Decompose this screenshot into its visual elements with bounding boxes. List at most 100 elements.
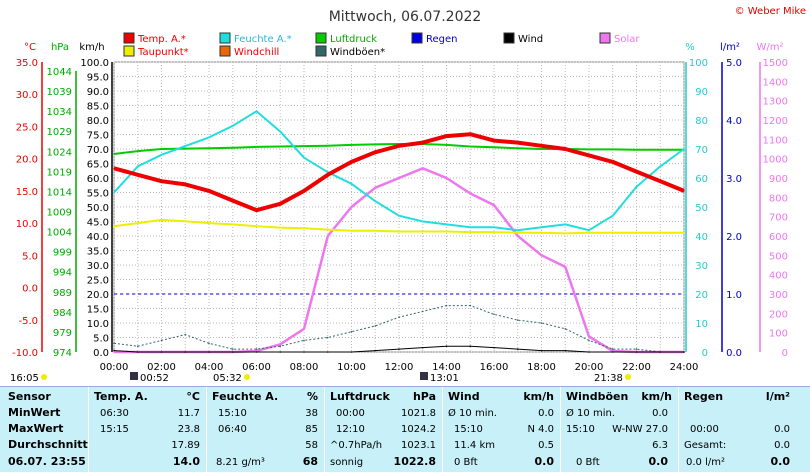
series-point: [398, 177, 400, 179]
series-point: [255, 110, 258, 113]
series-point: [255, 225, 258, 228]
series-point: [421, 346, 424, 349]
sunrise-label: 05:32: [213, 373, 242, 384]
pct-tick: 40: [695, 232, 708, 243]
press-min-time: 00:00: [336, 408, 365, 419]
solar-tick: 1300: [763, 97, 788, 108]
series-point: [659, 149, 662, 151]
series-point: [588, 339, 590, 342]
series-point: [113, 153, 115, 155]
series-point: [113, 225, 115, 228]
series-point: [421, 220, 424, 223]
hpa-tick: 989: [53, 288, 72, 299]
series-point: [350, 330, 353, 333]
series-point: [659, 231, 662, 234]
series-point: [326, 351, 329, 353]
series-point: [611, 148, 614, 151]
pct-tick: 30: [695, 261, 708, 272]
series-point: [493, 146, 495, 149]
moonrise-label: 00:52: [140, 373, 169, 384]
wind-unit: km/h: [523, 390, 554, 403]
temp-max-value: 23.8: [177, 424, 200, 435]
legend-label: Windchill: [234, 47, 279, 58]
series-point: [469, 133, 472, 135]
hum-current: 68: [302, 455, 318, 468]
series-point: [279, 202, 282, 205]
hpa-tick: 1019: [47, 167, 72, 178]
col-rain: Regen l/m² 00:00 0.0 Gesamt: 0.0 0.0 l/m…: [680, 387, 794, 472]
series-point: [469, 231, 472, 233]
kmh-tick: 40.0: [87, 232, 109, 243]
hpa-tick: 1039: [47, 87, 72, 98]
hum-min-value: 38: [305, 408, 318, 419]
row-label-avg: Durchschnitt: [8, 438, 88, 451]
kmh-tick: 30.0: [87, 261, 109, 272]
series-point: [540, 231, 543, 234]
hum-min-time: 15:10: [218, 408, 247, 419]
series-point: [469, 145, 472, 148]
hpa-tick: 984: [53, 308, 72, 319]
row-label-min: MinWert: [8, 406, 61, 419]
temp-max-time: 15:15: [100, 424, 129, 435]
kmh-tick: 85.0: [87, 102, 109, 113]
series-point: [540, 254, 543, 257]
rain-tick: 4.0: [726, 116, 742, 127]
series-point: [611, 348, 614, 350]
series-point: [350, 183, 353, 185]
legend-label: Wind: [518, 34, 543, 45]
hpa-tick: 999: [53, 248, 72, 259]
series-point: [564, 266, 567, 268]
temp-tick: 0.0: [22, 284, 38, 295]
series-point: [208, 351, 210, 353]
series-point: [421, 310, 424, 313]
time-tick: 00:00: [100, 362, 129, 373]
press-max-value: 1024.2: [401, 424, 436, 435]
series-point: [208, 136, 210, 139]
series-point: [208, 342, 210, 345]
series-point: [588, 229, 590, 231]
series-point: [279, 226, 282, 229]
wind-min-value: 0.0: [538, 408, 554, 419]
temp-min-time: 06:30: [100, 408, 129, 419]
series-point: [113, 167, 115, 170]
series-point: [113, 342, 115, 345]
rain-tick: 0.0: [726, 348, 742, 359]
time-tick: 18:00: [527, 362, 556, 373]
series-point: [635, 149, 638, 151]
series-point: [255, 348, 258, 350]
pct-tick: 0: [702, 348, 708, 359]
row-label-current: 06.07. 23:55: [8, 455, 86, 468]
series-point: [184, 183, 187, 186]
pct-tick: 90: [695, 87, 708, 98]
sunset-label: 21:38: [594, 373, 623, 384]
temp-tick: 35.0: [16, 58, 38, 69]
series-point: [611, 161, 614, 163]
temp-axis-unit: °C: [24, 42, 36, 53]
press-max-time: 12:10: [336, 424, 365, 435]
series-point: [659, 165, 662, 168]
solar-tick: 500: [769, 251, 788, 262]
solar-tick: 700: [769, 213, 788, 224]
series-point: [326, 144, 329, 147]
series-point: [516, 147, 519, 149]
press-avg: 1023.1: [401, 440, 436, 451]
series-point: [136, 150, 139, 152]
series-point: [421, 141, 424, 144]
series-point: [160, 351, 163, 353]
series-point: [493, 139, 495, 142]
series-point: [326, 235, 329, 237]
solar-tick: 300: [769, 290, 788, 301]
series-point: [421, 230, 424, 233]
sun-icon: [41, 374, 47, 380]
series-point: [231, 146, 234, 149]
pct-tick: 70: [695, 145, 708, 156]
series-point: [564, 223, 567, 226]
legend-label: Luftdruck: [330, 34, 377, 45]
temp-tick: 5.0: [22, 251, 38, 262]
moon-icon: [420, 372, 428, 380]
rain-axis-unit: l/m²: [720, 42, 740, 53]
series-point: [136, 165, 139, 168]
series-point: [683, 231, 685, 234]
series-point: [635, 348, 638, 350]
legend-swatch: [315, 32, 327, 44]
